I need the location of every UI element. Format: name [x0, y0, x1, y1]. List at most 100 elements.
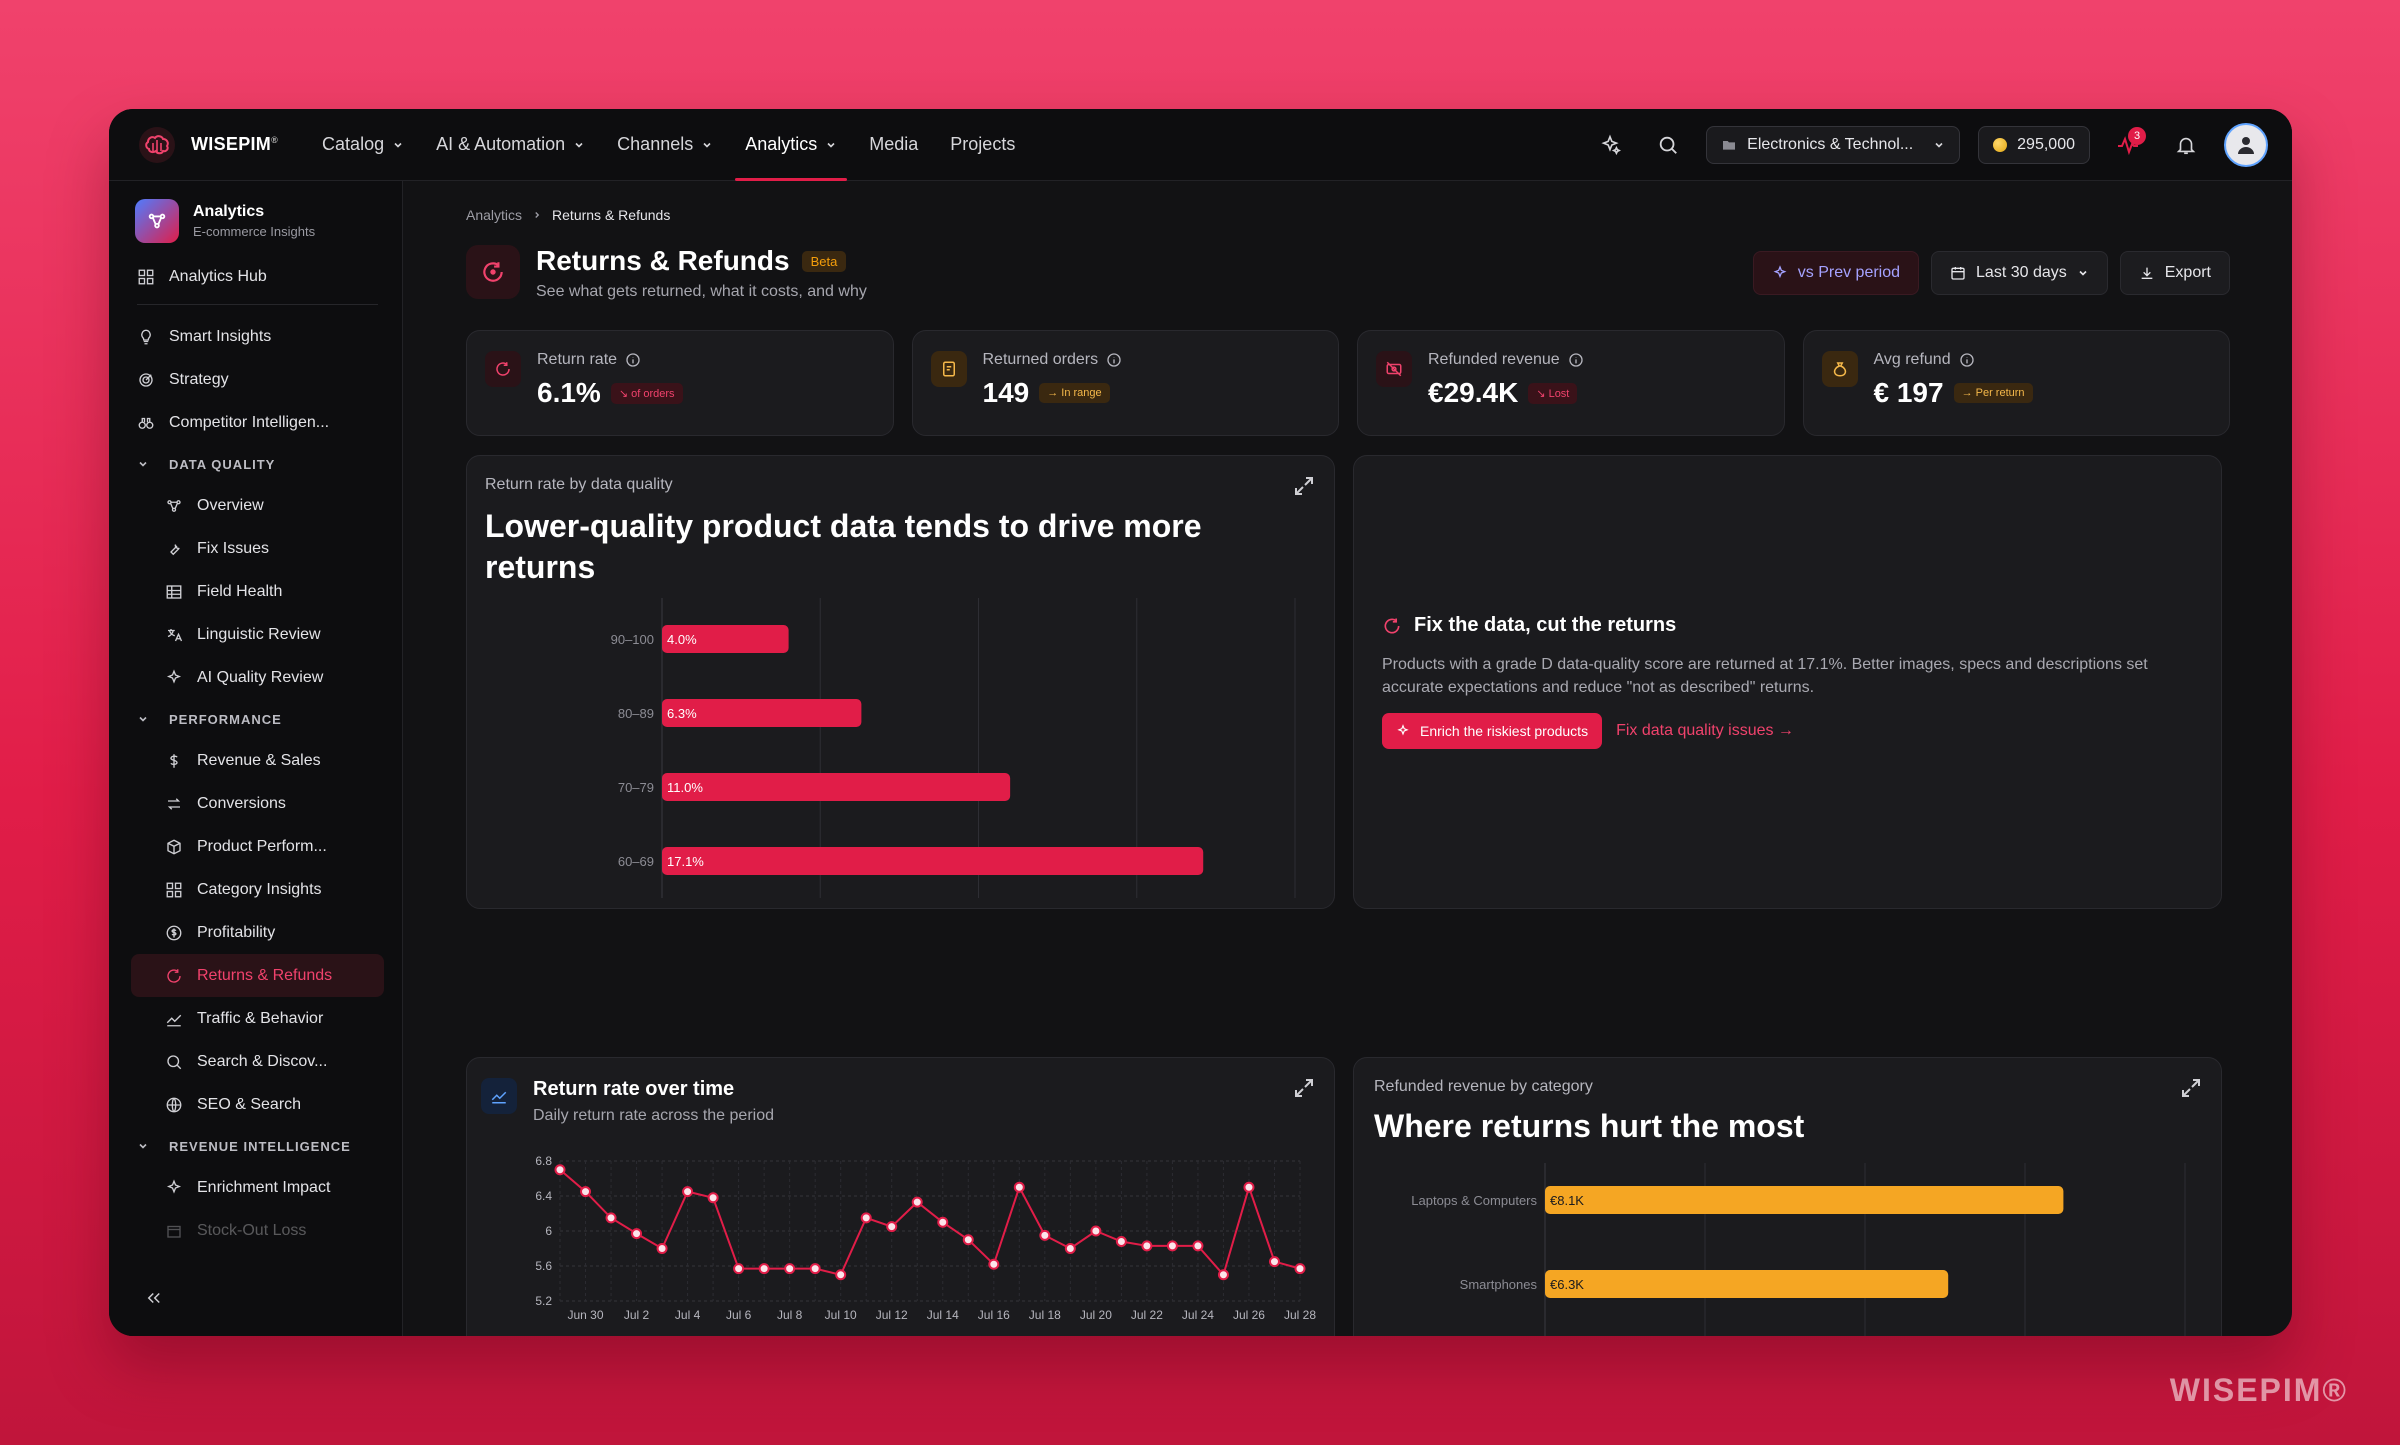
nav-item-analytics[interactable]: Analytics	[729, 109, 853, 181]
quality-bar[interactable]	[662, 773, 1011, 801]
sidebar-item-returns-refunds[interactable]: Returns & Refunds	[131, 954, 384, 997]
return-rate-point[interactable]	[835, 1269, 847, 1281]
notifications-button[interactable]	[2166, 125, 2206, 165]
sparkle-icon	[166, 1178, 182, 1194]
nav-item-projects[interactable]: Projects	[934, 109, 1031, 181]
sidebar-item-analytics-hub[interactable]: Analytics Hub	[109, 255, 402, 298]
expand-icon[interactable]	[1292, 474, 1316, 498]
sidebar-item-competitor-intelligen[interactable]: Competitor Intelligen...	[109, 401, 402, 444]
sidebar-item-ai-quality-review[interactable]: AI Quality Review	[109, 656, 402, 699]
sidebar-item-overview[interactable]: Overview	[109, 484, 402, 527]
sidebar-item-enrichment-impact[interactable]: Enrichment Impact	[109, 1166, 402, 1209]
return-rate-point[interactable]	[1166, 1240, 1178, 1252]
compare-period-button[interactable]: vs Prev period	[1752, 251, 1920, 295]
expand-icon[interactable]	[1292, 1076, 1316, 1100]
return-rate-point[interactable]	[1090, 1225, 1102, 1237]
nav-item-ai-automation[interactable]: AI & Automation	[420, 109, 601, 181]
sidebar-item-revenue-sales[interactable]: Revenue & Sales	[109, 739, 402, 782]
return-rate-point[interactable]	[1294, 1263, 1306, 1275]
ai-sparkle-button[interactable]	[1590, 125, 1630, 165]
export-button[interactable]: Export	[2119, 251, 2230, 295]
return-rate-point[interactable]	[707, 1192, 719, 1204]
credits-display[interactable]: 295,000	[1978, 125, 2090, 164]
activity-button[interactable]: 3	[2108, 125, 2148, 165]
return-rate-point[interactable]	[809, 1263, 821, 1275]
nav-item-channels[interactable]: Channels	[601, 109, 729, 181]
sidebar-section-header[interactable]: DATA QUALITY	[109, 444, 402, 484]
info-icon[interactable]	[1959, 352, 1975, 368]
return-rate-point[interactable]	[1039, 1229, 1051, 1241]
sidebar-item-strategy[interactable]: Strategy	[109, 358, 402, 401]
sidebar-item-field-health[interactable]: Field Health	[109, 570, 402, 613]
kpi-row: Return rate 6.1% ↘ of orders Returned ord…	[466, 330, 2230, 436]
sidebar-section-header[interactable]: REVENUE INTELLIGENCE	[109, 1126, 402, 1166]
nav-item-catalog[interactable]: Catalog	[306, 109, 420, 181]
return-rate-point[interactable]	[605, 1212, 617, 1224]
return-rate-point[interactable]	[758, 1263, 770, 1275]
return-rate-point[interactable]	[1064, 1243, 1076, 1254]
info-icon[interactable]	[1106, 352, 1122, 368]
fix-data-quality-link[interactable]: Fix data quality issues →	[1616, 722, 1794, 739]
sidebar-item-traffic-behavior[interactable]: Traffic & Behavior	[109, 997, 402, 1040]
quality-bar[interactable]	[662, 625, 789, 653]
collapse-sidebar-button[interactable]	[145, 1289, 163, 1312]
sidebar-item-profitability[interactable]: Profitability	[109, 911, 402, 954]
return-rate-point[interactable]	[554, 1164, 566, 1176]
info-icon[interactable]	[1568, 352, 1584, 368]
return-rate-point[interactable]	[962, 1234, 974, 1246]
user-avatar[interactable]	[2224, 122, 2268, 167]
sidebar-item-stock-out-loss[interactable]: Stock-Out Loss	[109, 1209, 402, 1252]
page-title: Returns & Refunds	[536, 245, 790, 276]
search-button[interactable]	[1648, 125, 1688, 165]
sidebar-item-category-insights[interactable]: Category Insights	[109, 868, 402, 911]
sidebar-item-seo-search[interactable]: SEO & Search	[109, 1083, 402, 1126]
sidebar-item-conversions[interactable]: Conversions	[109, 782, 402, 825]
quality-bar[interactable]	[662, 699, 862, 727]
return-rate-point[interactable]	[1115, 1236, 1127, 1247]
brand-logo[interactable]: WISEPIM®	[137, 125, 278, 165]
bell-icon	[2176, 137, 2196, 154]
breadcrumb-analytics[interactable]: Analytics	[466, 207, 523, 223]
line-chart-icon	[481, 1078, 517, 1114]
return-rate-point[interactable]	[733, 1263, 745, 1275]
quality-bar[interactable]	[662, 847, 1204, 875]
return-rate-point[interactable]	[886, 1221, 898, 1233]
kpi-card[interactable]: Avg refund € 197 → Per return	[1802, 330, 2230, 436]
return-rate-point[interactable]	[988, 1258, 1000, 1270]
kpi-card[interactable]: Refunded revenue €29.4K ↘ Lost	[1357, 330, 1785, 436]
workspace-select[interactable]: Electronics & Technol...	[1706, 125, 1961, 164]
expand-icon[interactable]	[2179, 1076, 2203, 1100]
return-rate-point[interactable]	[860, 1212, 872, 1224]
wisepim-watermark: WISEPIM®	[2169, 1372, 2348, 1408]
return-rate-point[interactable]	[682, 1186, 694, 1198]
category-bar[interactable]	[1545, 1186, 2064, 1214]
chevron-down-icon	[2079, 270, 2087, 276]
sidebar-item-search-discov[interactable]: Search & Discov...	[109, 1040, 402, 1083]
return-rate-point[interactable]	[784, 1263, 796, 1275]
sidebar-section-header[interactable]: PERFORMANCE	[109, 699, 402, 739]
nav-item-media[interactable]: Media	[853, 109, 934, 181]
return-rate-point[interactable]	[911, 1196, 923, 1208]
return-rate-point[interactable]	[1192, 1240, 1204, 1252]
category-bar[interactable]	[1545, 1270, 1949, 1298]
sidebar-item-fix-issues[interactable]: Fix Issues	[109, 527, 402, 570]
sidebar-item-product-perform[interactable]: Product Perform...	[109, 825, 402, 868]
sidebar-item-smart-insights[interactable]: Smart Insights	[109, 315, 402, 358]
info-icon[interactable]	[625, 352, 641, 368]
enrich-products-button[interactable]: Enrich the riskiest products	[1382, 713, 1603, 749]
date-range-select[interactable]: Last 30 days	[1931, 251, 2108, 295]
return-rate-point[interactable]	[937, 1216, 949, 1228]
return-rate-point[interactable]	[1141, 1240, 1153, 1252]
kpi-card[interactable]: Return rate 6.1% ↘ of orders	[466, 330, 894, 436]
kpi-card[interactable]: Returned orders 149 → In range	[911, 330, 1339, 436]
returns-icon	[167, 968, 181, 983]
chevron-down-icon	[139, 716, 147, 722]
return-rate-point[interactable]	[1243, 1181, 1255, 1193]
return-rate-point[interactable]	[1217, 1269, 1229, 1281]
return-rate-point[interactable]	[580, 1186, 592, 1198]
return-rate-point[interactable]	[1268, 1256, 1280, 1268]
return-rate-point[interactable]	[631, 1228, 643, 1240]
sidebar-item-linguistic-review[interactable]: Linguistic Review	[109, 613, 402, 656]
return-rate-point[interactable]	[1013, 1181, 1025, 1193]
return-rate-point[interactable]	[656, 1243, 668, 1254]
